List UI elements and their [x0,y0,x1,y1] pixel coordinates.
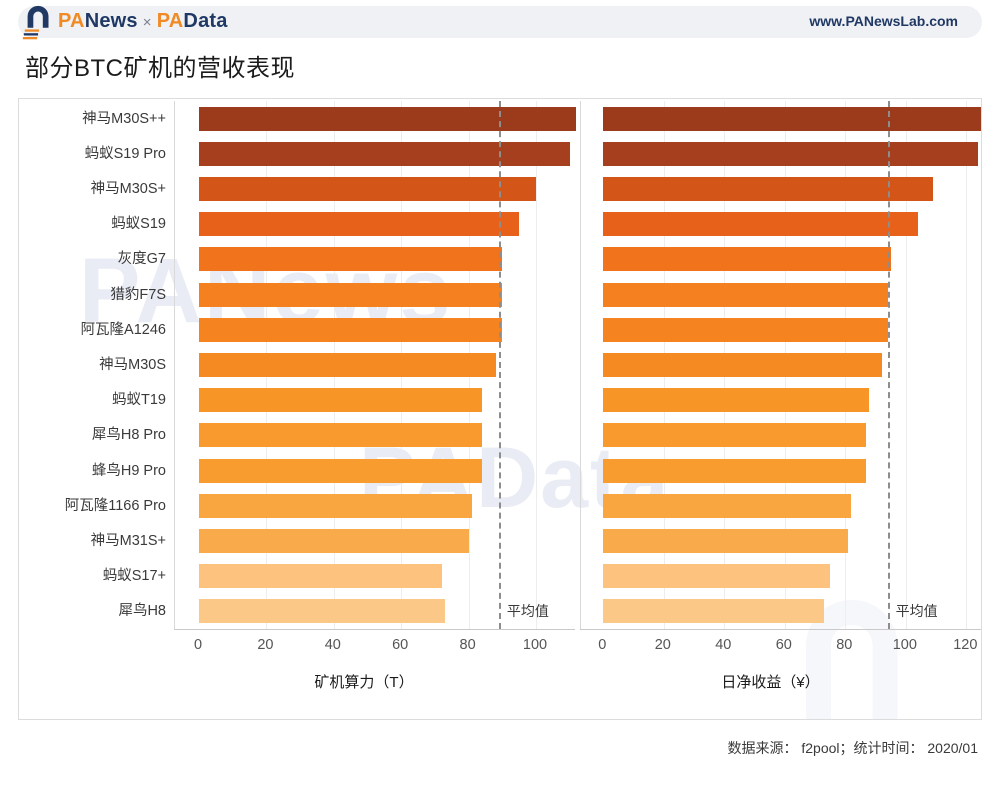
x-axis-right [580,629,981,630]
bar [603,212,918,237]
x-axis-tick: 20 [654,637,671,653]
gridline [536,101,537,629]
bar [603,388,870,413]
bar [199,212,520,237]
gridline [905,101,907,629]
average-line [498,101,501,629]
bar [199,493,472,518]
brand-padata-pa: PA [156,10,184,32]
category-label: 蜂鸟H9 Pro [91,462,166,479]
bar [603,106,981,131]
category-label: 阿瓦隆1166 Pro [64,497,166,514]
bar [603,353,882,377]
average-line-label: 平均值 [506,603,549,619]
page-header: PANews × PAData www.PANewsLab.com [0,0,1000,42]
bar [603,529,849,553]
brand-lockup: PANews × PAData [58,10,228,33]
brand-panews-news: News [84,10,138,32]
category-label: 神马M30S [99,357,166,373]
bar [603,177,934,201]
bar [199,599,445,624]
bar [603,282,888,307]
x-axis-tick: 20 [257,637,274,653]
x-axis-title: 矿机算力（T） [314,674,414,691]
brand-padata-data: Data [183,10,228,32]
x-axis-tick: 120 [953,637,978,653]
bar [603,317,888,342]
bar [603,599,825,624]
x-axis-left [174,629,575,630]
bar [199,141,570,166]
category-label: 犀鸟H8 [118,603,166,620]
category-label: 神马M30S++ [82,110,166,127]
category-label: 神马M31S+ [90,533,166,549]
category-label: 蚂蚁S19 [111,216,166,233]
category-label: 蚂蚁T19 [112,392,166,409]
bar [603,247,891,272]
bar [199,282,503,307]
bar [199,423,483,448]
bar [199,106,577,131]
category-label: 灰度G7 [117,251,166,268]
bar [603,564,831,589]
header-bar [18,6,982,38]
bar [603,423,867,448]
page-title: 部分BTC矿机的营收表现 [25,55,295,82]
category-label: 猎豹F7S [110,286,166,303]
average-line-label: 平均值 [895,603,938,619]
bar [199,458,483,483]
panews-logo-icon [22,5,49,40]
brand-separator: × [142,14,152,31]
bar [199,317,503,342]
category-label: 犀鸟H8 Pro [91,427,166,444]
category-label: 蚂蚁S17+ [102,568,166,585]
website-url[interactable]: www.PANewsLab.com [809,13,958,29]
category-label: 神马M30S+ [90,181,166,197]
source-note: 数据来源： f2pool；统计时间： 2020/01 [727,740,978,756]
chart-frame: PANews PAData 神马M30S++蚂蚁S19 Pro神马M30S+蚂蚁… [18,98,982,720]
bar [199,564,442,589]
bar [199,247,503,272]
bar [199,388,483,413]
bar [199,353,496,377]
x-axis-tick: 0 [193,637,203,653]
bar [199,529,469,553]
panel-net-income: 平均值 [580,101,981,629]
x-axis-tick: 80 [836,637,853,653]
brand-panews-pa: PA [58,10,85,32]
x-axis-title: 日净收益（¥） [721,674,820,691]
plot-area: 神马M30S++ 蚂蚁S19 Pro 神马M30S+ 蚂蚁S19 灰度G7 猎豹F7S 阿瓦… [19,99,981,719]
category-label: 阿瓦隆A1246 [80,321,166,338]
x-axis-tick: 40 [715,637,732,653]
gridline [966,101,968,629]
x-axis-tick: 80 [459,637,476,653]
category-label: 蚂蚁S19 Pro [84,145,166,162]
panel-hashrate: 平均值 [174,101,577,629]
x-axis-tick: 0 [598,637,607,653]
x-axis-tick: 60 [775,637,792,653]
x-axis-tick: 100 [892,637,917,653]
x-axis-tick: 100 [522,637,548,653]
category-labels: 神马M30S++ 蚂蚁S19 Pro 神马M30S+ 蚂蚁S19 灰度G7 猎豹F7S 阿瓦… [19,101,174,629]
x-axis-tick: 40 [324,637,341,653]
bar [603,458,867,483]
x-axis-tick: 60 [392,637,409,653]
bar [603,493,852,518]
bar [199,177,536,201]
bar [603,141,979,166]
average-line [887,101,890,629]
